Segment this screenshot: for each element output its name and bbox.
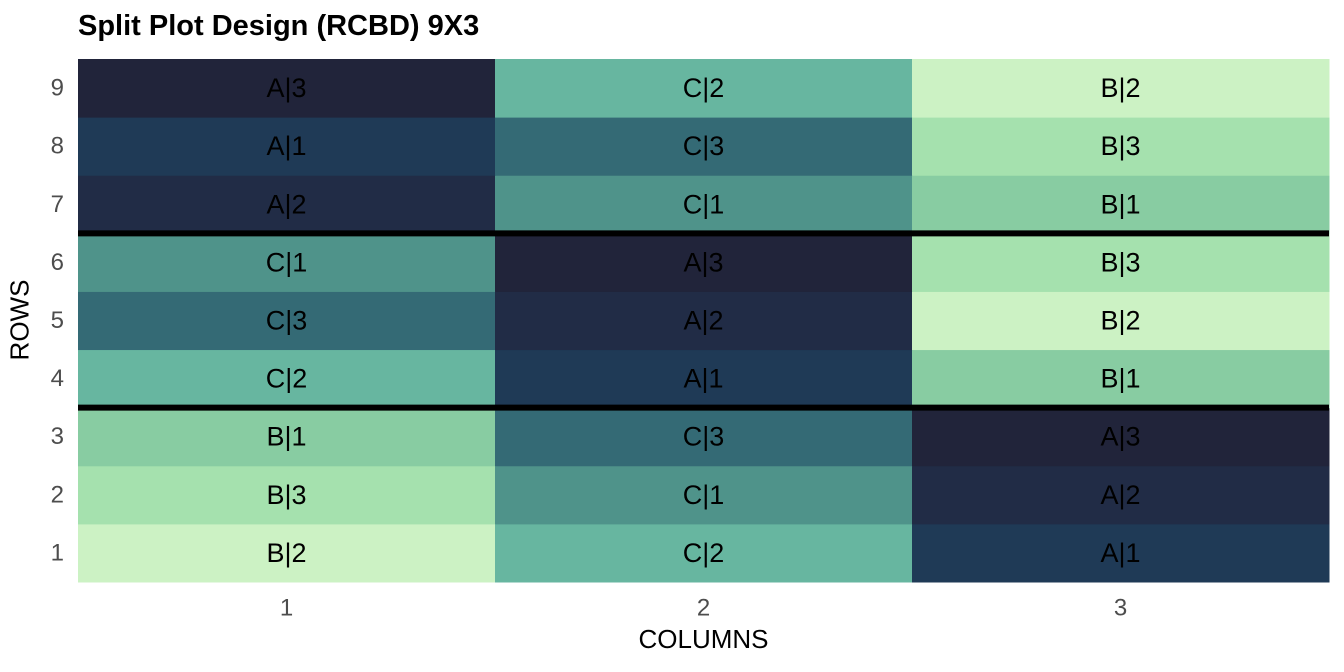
cell-label: B|1 — [266, 422, 306, 452]
x-axis-title: COLUMNS — [638, 624, 769, 654]
y-tick-label: 3 — [51, 423, 64, 450]
y-tick-label: 2 — [51, 481, 64, 508]
cell-label: B|2 — [266, 538, 306, 568]
y-tick-label: 1 — [51, 539, 64, 566]
y-tick-label: 5 — [51, 307, 64, 334]
heatmap-cell — [495, 175, 913, 234]
x-tick-label: 3 — [1114, 595, 1127, 622]
cell-label: C|2 — [683, 538, 725, 568]
cell-label: C|3 — [683, 422, 725, 452]
x-tick-label: 2 — [697, 595, 710, 622]
cell-label: B|2 — [1100, 73, 1140, 103]
cell-label: A|1 — [683, 364, 723, 394]
heatmap-cell — [495, 407, 913, 467]
cell-label: B|1 — [1100, 364, 1140, 394]
x-tick-label: 1 — [280, 595, 293, 622]
cell-label: A|3 — [1100, 422, 1140, 452]
y-tick-label: 4 — [51, 365, 64, 392]
heatmap-cell — [495, 233, 913, 292]
cell-label: B|3 — [1100, 247, 1140, 277]
y-tick-label: 6 — [51, 249, 64, 276]
chart-title: Split Plot Design (RCBD) 9X3 — [78, 10, 480, 42]
heatmap-cell — [912, 59, 1330, 118]
cell-label: A|1 — [1100, 538, 1140, 568]
cell-label: B|2 — [1100, 306, 1140, 336]
cell-label: C|1 — [683, 189, 725, 219]
heatmap-cell — [912, 407, 1330, 467]
heatmap-cell — [78, 233, 496, 292]
heatmap-cell — [912, 349, 1330, 409]
heatmap-cell — [495, 59, 913, 118]
cell-label: B|3 — [1100, 131, 1140, 161]
cell-label: C|2 — [266, 364, 308, 394]
heatmap-cell — [912, 175, 1330, 234]
cell-label: A|3 — [266, 73, 306, 103]
heatmap-cell — [78, 291, 496, 351]
heatmap-cell — [78, 407, 496, 467]
heatmap-cell — [78, 175, 496, 234]
cell-label: A|3 — [683, 247, 723, 277]
y-tick-label: 9 — [51, 75, 64, 102]
heatmap-cell — [912, 523, 1330, 583]
cell-label: B|3 — [266, 480, 306, 510]
cell-label: A|2 — [683, 306, 723, 336]
y-tick-label: 7 — [51, 191, 64, 218]
heatmap-cell — [78, 59, 496, 118]
cell-label: C|1 — [266, 247, 308, 277]
heatmap-cell — [78, 349, 496, 409]
cell-label: A|2 — [1100, 480, 1140, 510]
cell-label: C|1 — [683, 480, 725, 510]
heatmap-cell — [495, 465, 913, 525]
heatmap-cell — [78, 465, 496, 525]
heatmap-cell — [912, 291, 1330, 351]
cell-label: A|2 — [266, 189, 306, 219]
heatmap-cell — [912, 233, 1330, 292]
cell-label: A|1 — [266, 131, 306, 161]
heatmap-cell — [495, 291, 913, 351]
cell-label: C|3 — [266, 306, 308, 336]
heatmap-cell — [495, 349, 913, 409]
cell-label: C|3 — [683, 131, 725, 161]
y-axis-title: ROWS — [4, 279, 35, 361]
heatmap-cell — [912, 465, 1330, 525]
cell-label: B|1 — [1100, 189, 1140, 219]
heatmap-cell — [495, 117, 913, 176]
heatmap-cell — [78, 117, 496, 176]
y-tick-label: 8 — [51, 133, 64, 160]
heatmap-cell — [912, 117, 1330, 176]
heatmap-cell — [495, 523, 913, 583]
heatmap-cell — [78, 523, 496, 583]
cell-label: C|2 — [683, 73, 725, 103]
